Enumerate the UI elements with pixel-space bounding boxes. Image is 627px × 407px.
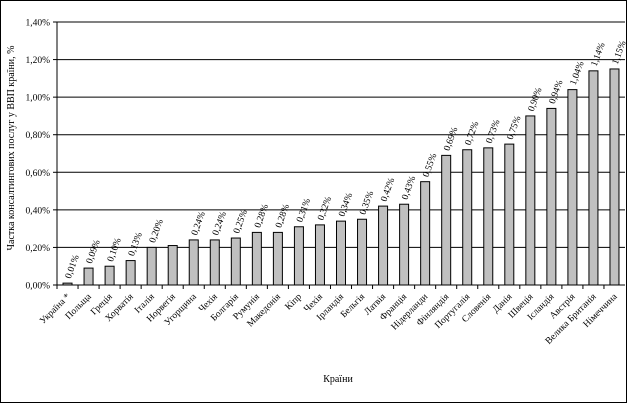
data-label: 0,01% (64, 254, 82, 281)
bar (357, 218, 368, 286)
x-tick-label: Кіпр (284, 292, 305, 313)
data-label: 0,55% (422, 152, 440, 179)
bar (462, 149, 473, 286)
y-axis-title: Частка консалтингових послуг у ВВП країн… (6, 46, 17, 251)
bar (609, 68, 620, 286)
data-label: 0,75% (506, 115, 524, 142)
y-tick-label: 1,20% (25, 56, 50, 66)
bar (230, 237, 241, 286)
bar (209, 239, 220, 286)
data-label: 0,20% (148, 218, 166, 245)
bar (546, 107, 557, 286)
grid-layer (57, 21, 625, 248)
labels-layer: 0,00% 0,20% 0,40% 0,60% 0,80% 1,00% 1,20% 1,40%… (25, 19, 627, 347)
data-label: 1,14% (590, 41, 608, 68)
data-label: 0,31% (295, 197, 313, 224)
bar (314, 224, 325, 286)
y-tick-label: 0,20% (25, 244, 50, 254)
data-label: 0,94% (548, 79, 566, 106)
bar (125, 260, 136, 286)
axes-layer (53, 21, 625, 289)
data-label: 0,28% (274, 203, 292, 230)
bar (567, 89, 578, 286)
bar (588, 70, 599, 286)
bar (293, 226, 304, 286)
y-tick-label: 0,00% (25, 282, 50, 292)
data-label: 1,15% (611, 39, 626, 66)
data-label: 0,43% (401, 175, 419, 202)
data-label: 0,24% (211, 210, 229, 237)
data-label: 0,28% (253, 203, 271, 230)
x-axis-title: Країни (323, 374, 353, 385)
data-label: 0,34% (337, 192, 355, 219)
data-label: 0,24% (190, 210, 208, 237)
data-label: 0,09% (85, 239, 103, 266)
data-label: 0,72% (464, 120, 482, 147)
bar (146, 246, 157, 286)
data-label: 0,13% (127, 231, 145, 258)
y-tick-label: 1,00% (25, 94, 50, 104)
bar (441, 154, 452, 286)
y-tick-label: 0,40% (25, 206, 50, 216)
bars-layer (62, 68, 620, 286)
x-tick-label: Бельгія (339, 292, 367, 320)
bar (83, 267, 94, 286)
data-label: 0,69% (443, 126, 461, 153)
bar (167, 245, 178, 286)
bar (525, 115, 536, 286)
bar (504, 143, 515, 286)
data-label: 0,25% (232, 209, 250, 236)
bar (378, 205, 389, 286)
x-tick-label: Україна * (38, 292, 72, 326)
y-tick-label: 0,60% (25, 169, 50, 179)
bar (483, 147, 494, 286)
bar (336, 220, 346, 286)
data-label: 0,32% (316, 195, 334, 222)
data-label: 0,35% (358, 190, 376, 217)
data-label: 1,04% (569, 60, 587, 87)
y-tick-label: 0,80% (25, 131, 50, 141)
y-tick-label: 1,40% (25, 19, 50, 29)
data-label: 0,42% (379, 177, 397, 204)
bar (272, 231, 283, 286)
data-label: 0,90% (527, 86, 545, 113)
bar (188, 239, 199, 286)
bar (420, 181, 431, 286)
bar (104, 265, 115, 286)
data-label: 0,73% (485, 118, 503, 145)
bar (251, 231, 262, 286)
data-label: 0,10% (106, 237, 124, 264)
bar (399, 203, 410, 286)
